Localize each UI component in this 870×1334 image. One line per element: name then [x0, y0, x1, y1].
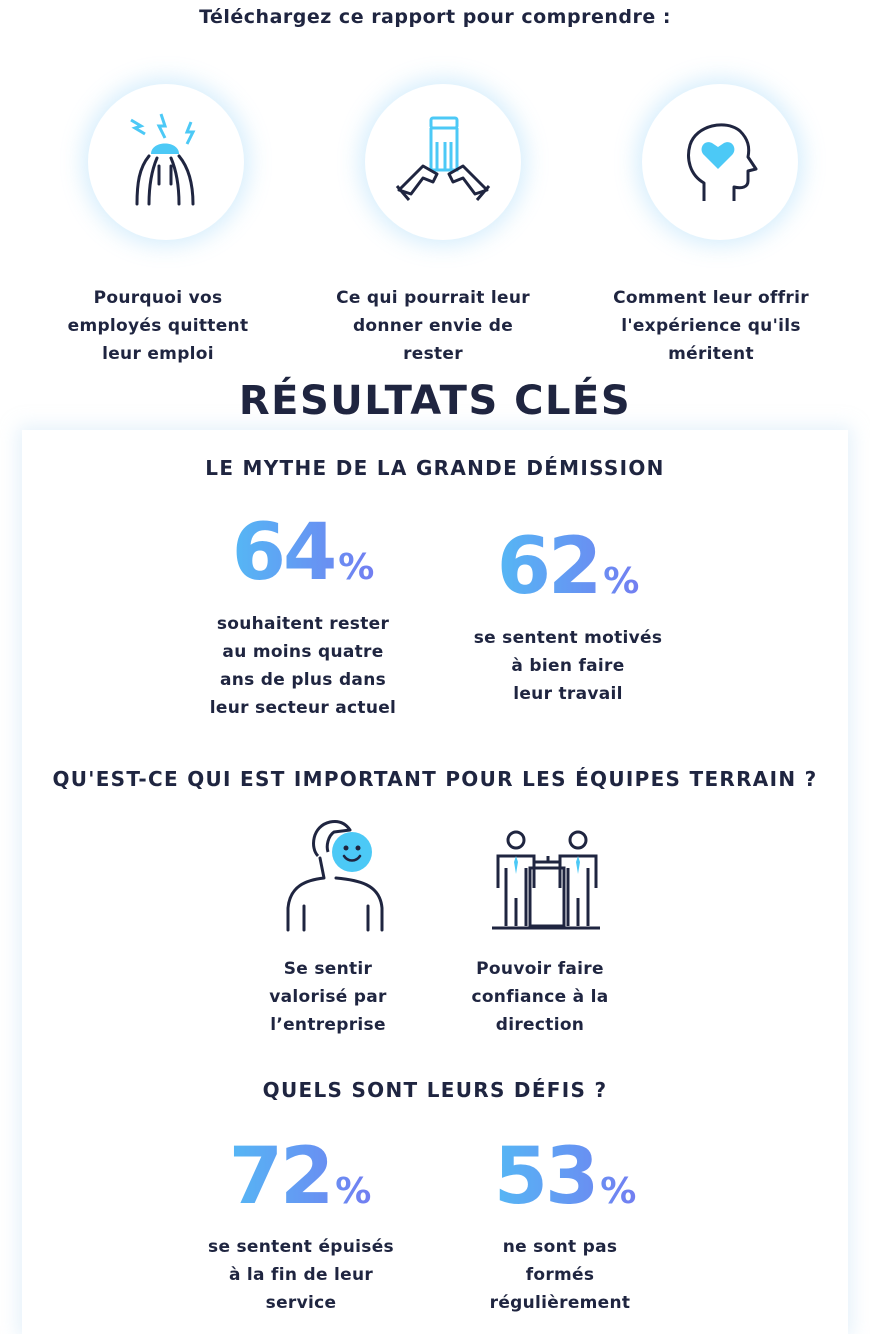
priority-text-2: Pouvoir faire confiance à la direction	[471, 959, 609, 1035]
stressed-face-icon	[130, 113, 196, 206]
stat-62: 62%	[453, 522, 683, 612]
results-panel	[22, 430, 848, 1334]
helping-hand-icon	[395, 116, 491, 201]
reason-text-1: Pourquoi vos employés quittent leur empl…	[67, 288, 249, 364]
reason-text-2: Ce qui pourrait leur donner envie de res…	[336, 288, 530, 364]
reason-text-3: Comment leur offrir l'expérience qu'ils …	[613, 288, 809, 364]
stat-53: 53%	[450, 1132, 680, 1222]
priority-icon-1	[280, 818, 390, 936]
reason-circle-3	[642, 84, 798, 240]
stat-64-description: souhaitent rester au moins quatre ans de…	[209, 614, 397, 718]
priority-icon-2	[490, 828, 602, 936]
stat-62-description: se sentent motivés à bien faire leur tra…	[473, 628, 663, 704]
stat-64: 64%	[188, 508, 418, 598]
results-title: RÉSULTATS CLÉS	[238, 378, 632, 424]
stat-72-description: se sentent épuisés à la fin de leur serv…	[208, 1237, 394, 1313]
section-title-challenges: QUELS SONT LEURS DÉFIS ?	[262, 1078, 608, 1102]
valued-person-icon	[286, 820, 384, 932]
priority-text-1: Se sentir valorisé par l’entreprise	[269, 959, 387, 1035]
stat-72: 72%	[185, 1132, 415, 1222]
stat-53-description: ne sont pas formés régulièrement	[489, 1237, 631, 1313]
section-title-priorities: QU'EST-CE QUI EST IMPORTANT POUR LES ÉQU…	[52, 767, 818, 791]
reason-circle-1	[88, 84, 244, 240]
trust-management-icon	[492, 830, 600, 930]
intro-title: Téléchargez ce rapport pour comprendre :	[199, 6, 671, 28]
head-heart-icon	[687, 123, 758, 201]
reason-circle-2	[365, 84, 521, 240]
section-title-myth: LE MYTHE DE LA GRANDE DÉMISSION	[205, 456, 665, 480]
